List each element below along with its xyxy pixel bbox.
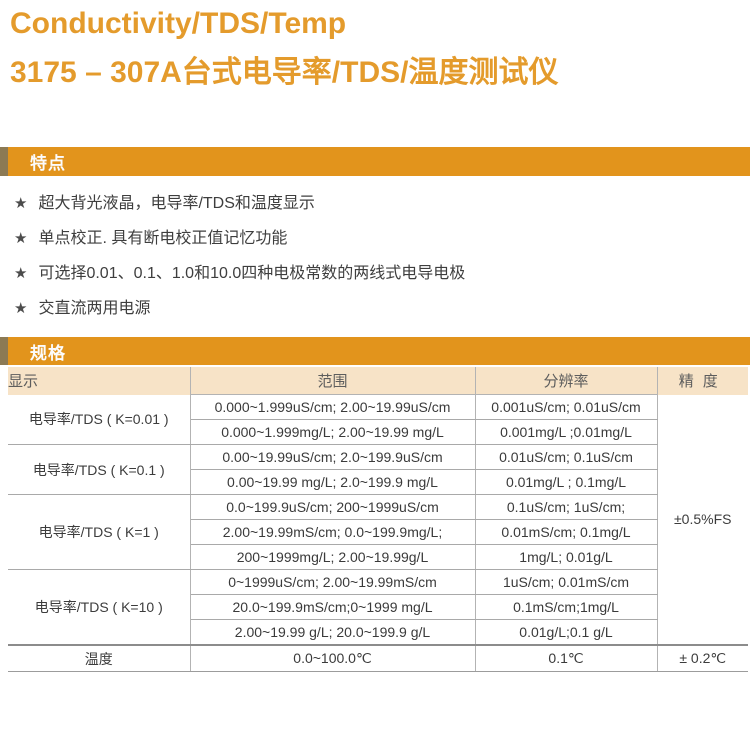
temperature-accuracy-cell: ± 0.2℃ bbox=[657, 644, 748, 672]
range-cell: 0~1999uS/cm; 2.00~19.99mS/cm bbox=[190, 569, 476, 595]
group-label-k10: 电导率/TDS ( K=10 ) bbox=[8, 569, 191, 646]
table-row: 2.00~19.99mS/cm; 0.0~199.9mg/L; 0.01mS/c… bbox=[8, 519, 748, 545]
feature-item: ★ 单点校正. 具有断电校正值记忆功能 bbox=[14, 221, 750, 256]
resolution-cell: 1uS/cm; 0.01mS/cm bbox=[475, 569, 658, 595]
range-cell: 0.00~19.99uS/cm; 2.0~199.9uS/cm bbox=[190, 444, 476, 470]
features-section-bar: 特点 bbox=[0, 147, 750, 176]
resolution-cell: 0.01uS/cm; 0.1uS/cm bbox=[475, 444, 658, 470]
bar-edge-strip bbox=[0, 337, 8, 365]
features-heading: 特点 bbox=[30, 154, 66, 173]
range-cell: 0.00~19.99 mg/L; 2.0~199.9 mg/L bbox=[190, 469, 476, 495]
column-header-display: 显示 bbox=[8, 367, 191, 395]
features-list: ★ 超大背光液晶，电导率/TDS和温度显示 ★ 单点校正. 具有断电校正值记忆功能 … bbox=[14, 186, 750, 326]
table-row: 200~1999mg/L; 2.00~19.99g/L 1mg/L; 0.01g… bbox=[8, 544, 748, 570]
star-icon: ★ bbox=[14, 230, 28, 247]
resolution-cell: 0.01g/L;0.1 g/L bbox=[475, 619, 658, 646]
resolution-cell: 1mg/L; 0.01g/L bbox=[475, 544, 658, 570]
temperature-range-cell: 0.0~100.0℃ bbox=[190, 644, 476, 672]
range-cell: 200~1999mg/L; 2.00~19.99g/L bbox=[190, 544, 476, 570]
range-cell: 2.00~19.99 g/L; 20.0~199.9 g/L bbox=[190, 619, 476, 646]
table-row: 电导率/TDS ( K=1 ) 0.0~199.9uS/cm; 200~1999… bbox=[8, 494, 748, 570]
table-row: 2.00~19.99 g/L; 20.0~199.9 g/L 0.01g/L;0… bbox=[8, 619, 748, 646]
feature-text: 单点校正. 具有断电校正值记忆功能 bbox=[38, 230, 288, 247]
column-header-range: 范围 bbox=[190, 367, 476, 395]
group-label-k01: 电导率/TDS ( K=0.1 ) bbox=[8, 444, 191, 495]
range-cell: 2.00~19.99mS/cm; 0.0~199.9mg/L; bbox=[190, 519, 476, 545]
table-row: 电导率/TDS ( K=0.1 ) 0.00~19.99uS/cm; 2.0~1… bbox=[8, 444, 748, 495]
spec-table: 显示 范围 分辨率 精度 电导率/TDS ( K=0.01 ) 0.000~1.… bbox=[8, 367, 748, 672]
feature-item: ★ 可选择0.01、0.1、1.0和10.0四种电极常数的两线式电导电极 bbox=[14, 256, 750, 291]
range-cell: 0.000~1.999uS/cm; 2.00~19.99uS/cm bbox=[190, 394, 476, 420]
range-cell: 0.0~199.9uS/cm; 200~1999uS/cm bbox=[190, 494, 476, 520]
group-label-k1: 电导率/TDS ( K=1 ) bbox=[8, 494, 191, 570]
specs-section-bar: 规格 bbox=[0, 337, 750, 365]
table-row: 电导率/TDS ( K=0.01 ) 0.000~1.999uS/cm; 2.0… bbox=[8, 394, 748, 527]
resolution-cell: 0.001mg/L ;0.01mg/L bbox=[475, 419, 658, 445]
feature-text: 可选择0.01、0.1、1.0和10.0四种电极常数的两线式电导电极 bbox=[38, 265, 466, 282]
temperature-row: 温度 0.0~100.0℃ 0.1℃ ± 0.2℃ bbox=[8, 644, 748, 672]
bar-edge-strip bbox=[0, 147, 8, 176]
resolution-cell: 0.001uS/cm; 0.01uS/cm bbox=[475, 394, 658, 420]
group-label-k001: 电导率/TDS ( K=0.01 ) bbox=[8, 394, 191, 445]
spec-header-row: 显示 范围 分辨率 精度 bbox=[8, 367, 748, 395]
table-row: 0.00~19.99 mg/L; 2.0~199.9 mg/L 0.01mg/L… bbox=[8, 469, 748, 495]
star-icon: ★ bbox=[14, 195, 28, 212]
resolution-cell: 0.01mg/L ; 0.1mg/L bbox=[475, 469, 658, 495]
table-row: 电导率/TDS ( K=10 ) 0~1999uS/cm; 2.00~19.99… bbox=[8, 569, 748, 646]
page-title: Conductivity/TDS/Temp bbox=[10, 7, 347, 40]
feature-text: 交直流两用电源 bbox=[38, 300, 151, 317]
temperature-label: 温度 bbox=[8, 644, 191, 672]
feature-item: ★ 超大背光液晶，电导率/TDS和温度显示 bbox=[14, 186, 750, 221]
temperature-resolution-cell: 0.1℃ bbox=[475, 644, 658, 672]
conductivity-accuracy-cell: ±0.5%FS bbox=[674, 511, 732, 528]
star-icon: ★ bbox=[14, 300, 28, 317]
feature-item: ★ 交直流两用电源 bbox=[14, 291, 750, 326]
resolution-cell: 0.1uS/cm; 1uS/cm; bbox=[475, 494, 658, 520]
feature-text: 超大背光液晶，电导率/TDS和温度显示 bbox=[38, 195, 315, 212]
column-header-resolution: 分辨率 bbox=[475, 367, 658, 395]
column-header-accuracy: 精度 bbox=[657, 367, 748, 395]
table-row: 20.0~199.9mS/cm;0~1999 mg/L 0.1mS/cm;1mg… bbox=[8, 594, 748, 620]
specs-heading: 规格 bbox=[30, 343, 66, 363]
resolution-cell: 0.1mS/cm;1mg/L bbox=[475, 594, 658, 620]
range-cell: 20.0~199.9mS/cm;0~1999 mg/L bbox=[190, 594, 476, 620]
table-row: 0.000~1.999mg/L; 2.00~19.99 mg/L 0.001mg… bbox=[8, 419, 748, 445]
page-subtitle: 3175 – 307A台式电导率/TDS/温度测试仪 bbox=[10, 56, 559, 89]
star-icon: ★ bbox=[14, 265, 28, 282]
resolution-cell: 0.01mS/cm; 0.1mg/L bbox=[475, 519, 658, 545]
range-cell: 0.000~1.999mg/L; 2.00~19.99 mg/L bbox=[190, 419, 476, 445]
